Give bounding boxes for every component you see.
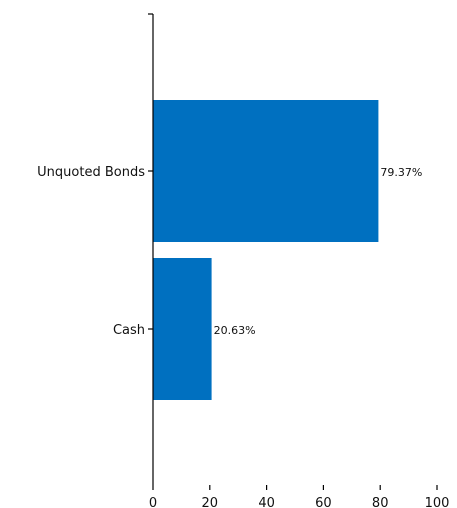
category-labels: Unquoted Bonds Cash [37, 165, 153, 338]
data-label: 79.37% [380, 166, 422, 179]
data-labels: 79.37% 20.63% [214, 166, 423, 337]
category-label: Cash [113, 323, 145, 338]
x-tick-label: 20 [202, 496, 219, 508]
bar-cash [153, 258, 212, 400]
x-tick-label: 40 [258, 496, 275, 508]
x-axis-ticks: 0 20 40 60 80 100 [149, 485, 450, 508]
x-tick-label: 60 [315, 496, 332, 508]
x-tick-label: 80 [372, 496, 389, 508]
data-label: 20.63% [214, 324, 256, 337]
x-tick-label: 0 [149, 496, 157, 508]
bar-group [153, 100, 379, 400]
x-tick-label: 100 [425, 496, 450, 508]
bar-unquoted-bonds [153, 100, 379, 242]
category-label: Unquoted Bonds [37, 165, 145, 180]
